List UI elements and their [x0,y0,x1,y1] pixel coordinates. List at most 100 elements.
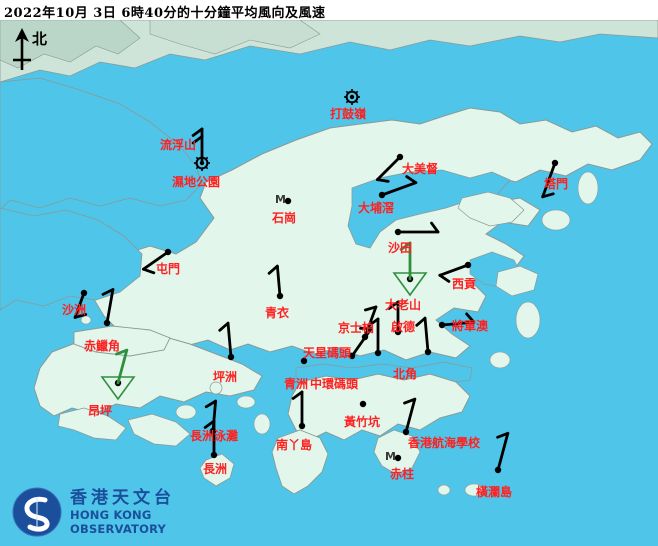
station-label-青衣[interactable]: 青衣 [265,306,290,320]
wind-barb-tail-香港航海學校-0 [403,397,417,405]
wind-barb-shaft-沙洲 [73,291,86,319]
station-label-橫瀾島[interactable]: 橫瀾島 [476,485,513,499]
north-arrow: 北 [6,26,66,72]
wind-barb-shaft-橫瀾島 [496,431,510,472]
water-deep-bay [0,77,203,211]
station-label-石崗[interactable]: 石崗 [272,211,297,225]
station-label-大埔滘[interactable]: 大埔滘 [358,201,395,215]
landmass-lantau-southeast [127,413,191,447]
landmass-shenzhen-urban [0,20,141,69]
hko-logo-icon [12,487,62,537]
station-label-長洲泳灘[interactable]: 長洲泳灘 [190,429,239,443]
station-label-沙田[interactable]: 沙田 [388,241,413,255]
station-label-青洲[interactable]: 青洲 [284,377,309,391]
station-label-南丫島[interactable]: 南丫島 [276,438,313,452]
station-label-屯門[interactable]: 屯門 [156,262,181,276]
wind-barb-layer: MM [73,89,559,474]
wind-barb-shaft-昂坪 [116,348,129,385]
calm-center-dot-打鼓嶺 [349,94,355,100]
wind-barb-tail-西貢-0 [438,273,451,283]
station-label-將軍澳[interactable]: 將軍澳 [452,319,489,333]
calm-ray-流浮山 [205,156,209,160]
map-canvas: MM [0,20,658,497]
landmass-lamma-island [271,429,329,495]
wind-barb-tail-長洲泳灘-0 [204,399,218,409]
station-label-黃竹坑[interactable]: 黃竹坑 [344,415,381,429]
station-label-中環碼頭[interactable]: 中環碼頭 [310,377,359,391]
north-arrow-icon [13,28,31,70]
wind-barb-shaft-北角 [423,316,430,354]
landmass-plover-cove [457,191,525,227]
landmass-cheung-chau [199,453,235,487]
wind-barb-tail-昂坪-0 [115,348,129,356]
wind-barb-shaft-青衣 [275,264,282,298]
station-label-昂坪[interactable]: 昂坪 [88,404,113,418]
calm-ray-流浮山 [205,166,209,170]
wind-barb-tail-長洲-0 [203,419,216,429]
missing-data-marker-赤柱: M [385,450,396,463]
station-label-流浮山[interactable]: 流浮山 [160,138,197,152]
wind-barb-shaft-香港航海學校 [404,397,417,434]
wind-barb-tail-赤鱲角-0 [101,288,115,296]
wind-barb-shaft-赤鱲角 [105,288,115,325]
landmass-sai-kung-outer [515,301,541,339]
hko-logo-english: HONG KONG OBSERVATORY [70,508,167,536]
station-label-沙洲[interactable]: 沙洲 [62,303,87,317]
wind-barb-tail-大美督-0 [375,178,390,183]
calm-ray-流浮山 [195,166,199,170]
station-label-啟德[interactable]: 啟德 [391,320,416,334]
station-label-天星碼頭[interactable]: 天星碼頭 [303,346,352,360]
landmass-waglan-island [464,483,484,497]
station-label-赤鱲角[interactable]: 赤鱲角 [84,339,121,353]
station-label-大美督[interactable]: 大美督 [402,162,439,176]
landmass-shenzhen-east [149,20,321,55]
landmass-small-island-b [253,413,271,435]
landmass-po-toi [437,484,451,496]
calm-ray-打鼓嶺 [345,90,349,94]
green-triangle-icon-昂坪 [100,376,136,401]
wind-barb-tail-沙洲-0 [73,312,88,319]
hko-logo: 香港天文台 HONG KONG OBSERVATORY [12,487,242,537]
station-label-京士柏[interactable]: 京士柏 [338,321,375,335]
station-label-赤柱[interactable]: 赤柱 [390,467,415,481]
station-label-塔門[interactable]: 塔門 [544,177,569,191]
wind-barb-tail-塔門-0 [541,192,555,199]
station-label-長洲[interactable]: 長洲 [203,462,228,476]
missing-data-marker-石崗: M [275,193,286,206]
landmass-tko-island [489,351,511,369]
calm-ray-打鼓嶺 [345,100,349,104]
station-label-香港航海學校[interactable]: 香港航海學校 [408,436,481,450]
wind-barb-shaft-塔門 [541,161,557,199]
landmass-lantau-south [57,407,127,441]
wind-barb-tail-屯門-0 [142,267,156,275]
station-dot-赤柱 [394,454,402,462]
wind-barb-tail-流浮山-0 [191,127,204,137]
calm-ray-打鼓嶺 [355,100,359,104]
landmass-chek-lap-kok [73,325,171,357]
calm-ray-流浮山 [195,156,199,160]
north-label: 北 [32,30,48,48]
wind-barb-tail-青衣-0 [267,264,279,275]
wind-barb-tail-啟德-0 [387,300,400,310]
water-tolo-harbour [347,169,511,249]
station-label-打鼓嶺[interactable]: 打鼓嶺 [330,107,367,121]
wind-barb-tail-北角-0 [415,316,427,327]
station-label-濕地公園[interactable]: 濕地公園 [172,175,221,189]
wind-barb-tail-大埔滘-0 [405,175,418,185]
station-dot-石崗 [284,197,292,205]
wind-barb-shaft-西貢 [438,263,470,277]
station-dot-黃竹坑 [359,400,367,408]
station-label-西貢[interactable]: 西貢 [452,277,477,291]
station-label-大老山[interactable]: 大老山 [385,298,422,312]
wind-barb-tail-沙田-0 [430,221,440,234]
landmass-small-island-a [175,404,197,420]
station-label-坪洲[interactable]: 坪洲 [213,370,238,384]
wind-barb-shaft-屯門 [142,250,170,271]
water-northwest [0,207,143,311]
wind-barb-tail-將軍澳-0 [465,312,476,324]
station-dot-青洲 [300,357,308,365]
station-label-北角[interactable]: 北角 [393,367,418,381]
wind-barb-tail-橫瀾島-0 [496,431,510,439]
